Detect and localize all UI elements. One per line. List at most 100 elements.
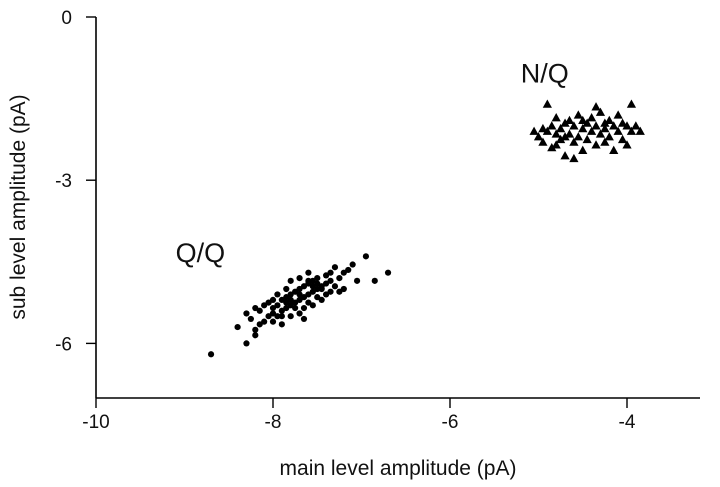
y-tick-label: -3: [55, 171, 72, 192]
data-point-triangle: [529, 126, 539, 135]
data-point-circle: [296, 296, 303, 303]
data-point-triangle: [547, 121, 557, 130]
data-point-circle: [314, 285, 321, 293]
data-point-circle: [252, 304, 259, 312]
data-point-circle: [353, 277, 361, 284]
data-point-circle: [323, 272, 330, 279]
y-axis-ticks: 0 -3 -6: [55, 8, 96, 355]
data-point-circle: [278, 321, 285, 328]
data-point-circle: [269, 296, 277, 303]
data-point-circle: [305, 277, 312, 284]
group-labels: Q/Q N/Q: [176, 58, 569, 268]
data-point-circle: [327, 288, 334, 295]
data-point-circle: [261, 318, 268, 325]
data-point-circle: [371, 277, 378, 284]
data-point-triangle: [569, 153, 579, 163]
data-point-triangle: [538, 137, 548, 146]
data-point-triangle: [578, 123, 588, 133]
data-point-circle: [287, 296, 294, 303]
data-point-triangle: [547, 142, 557, 152]
data-point-circle: [283, 285, 290, 293]
x-tick-label: -10: [82, 412, 109, 433]
data-point-triangle: [542, 99, 552, 108]
data-point-circle: [261, 302, 268, 309]
data-point-circle: [207, 351, 215, 358]
data-point-circle: [278, 313, 285, 320]
data-point-triangle: [617, 134, 628, 144]
data-point-circle: [340, 269, 347, 276]
data-point-circle: [305, 291, 312, 298]
data-point-circle: [309, 283, 316, 290]
data-point-circle: [327, 277, 334, 284]
x-tick-label: -8: [265, 412, 282, 433]
data-point-triangle: [626, 99, 637, 108]
data-point-circle: [292, 288, 299, 295]
data-point-circle: [269, 304, 277, 312]
data-point-triangle: [626, 126, 637, 135]
data-point-circle: [278, 296, 285, 303]
data-point-circle: [287, 302, 294, 309]
data-point-circle: [336, 275, 343, 282]
data-point-circle: [314, 294, 321, 301]
data-point-circle: [256, 307, 263, 314]
data-point-triangle: [564, 129, 575, 138]
y-tick-label: 0: [61, 8, 72, 29]
data-point-triangle: [560, 118, 570, 127]
data-point-triangle: [533, 132, 544, 141]
data-point-triangle: [556, 123, 566, 133]
data-point-triangle: [600, 123, 610, 133]
data-point-circle: [278, 307, 285, 314]
data-point-triangle: [578, 145, 588, 154]
data-point-circle: [274, 291, 281, 298]
data-point-circle: [256, 321, 263, 328]
data-point-circle: [265, 299, 272, 306]
series-circles: [207, 253, 392, 358]
data-point-circle: [283, 304, 290, 312]
data-point-triangle: [564, 115, 575, 125]
data-point-triangle: [591, 140, 601, 149]
data-point-circle: [243, 340, 250, 347]
data-point-triangle: [587, 126, 597, 135]
data-point-circle: [283, 294, 290, 301]
data-point-circle: [269, 310, 277, 317]
data-point-triangle: [582, 118, 592, 127]
data-point-circle: [247, 315, 254, 323]
data-point-triangle: [591, 121, 601, 130]
data-point-triangle: [635, 126, 645, 135]
data-point-circle: [265, 313, 272, 320]
x-tick-label: -4: [619, 412, 636, 433]
data-point-circle: [252, 332, 259, 339]
x-axis-title: main level amplitude (pA): [280, 457, 517, 480]
x-tick-label: -6: [442, 412, 459, 433]
series-triangles: [529, 99, 645, 163]
data-point-circle: [327, 269, 334, 276]
data-point-circle: [318, 285, 325, 293]
data-point-circle: [323, 280, 330, 287]
data-point-circle: [283, 299, 290, 306]
x-axis-ticks: -10 -8 -6 -4: [82, 398, 636, 433]
data-point-circle: [300, 315, 308, 323]
data-point-circle: [292, 299, 299, 306]
data-point-circle: [305, 269, 312, 276]
data-point-circle: [292, 304, 299, 312]
data-point-circle: [287, 313, 294, 320]
plot-area: -10 -8 -6 -4 0 -3 -6 Q/Q N/Q: [55, 8, 700, 433]
data-point-circle: [296, 310, 303, 317]
data-point-circle: [300, 283, 308, 290]
data-point-triangle: [573, 110, 583, 119]
data-point-circle: [287, 277, 294, 284]
data-point-triangle: [595, 129, 606, 138]
data-point-circle: [274, 313, 281, 320]
data-point-circle: [269, 318, 277, 325]
data-point-triangle: [595, 107, 606, 116]
data-point-circle: [349, 261, 356, 268]
y-tick-label: -6: [55, 334, 72, 355]
data-point-circle: [331, 264, 339, 271]
data-point-circle: [252, 326, 259, 333]
data-point-triangle: [600, 118, 610, 127]
data-point-triangle: [560, 151, 570, 160]
data-point-triangle: [538, 123, 548, 133]
data-point-triangle: [578, 115, 588, 125]
data-point-triangle: [613, 110, 623, 119]
